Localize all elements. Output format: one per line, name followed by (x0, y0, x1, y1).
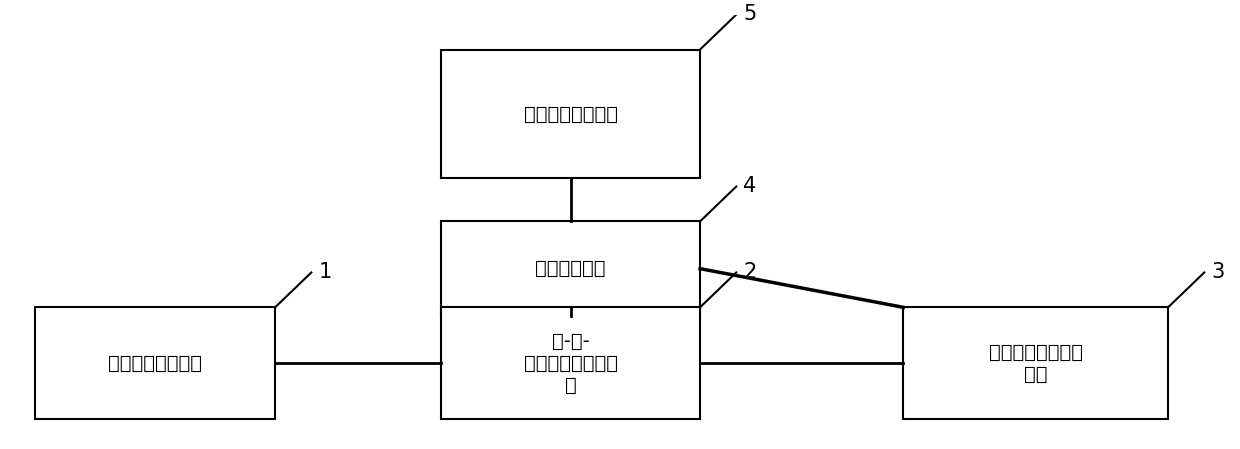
Text: 1: 1 (319, 262, 331, 282)
Text: 多物理场解耦计算
模块: 多物理场解耦计算 模块 (988, 343, 1083, 384)
Bar (441, 49, 701, 178)
Text: 电-热-
机性能耦合计算模
块: 电-热- 机性能耦合计算模 块 (523, 332, 618, 395)
Text: 5: 5 (743, 4, 756, 24)
Text: 4: 4 (743, 176, 756, 196)
Text: 2: 2 (743, 262, 756, 282)
Text: 仿真模拟模块: 仿真模拟模块 (536, 259, 606, 278)
Bar (903, 307, 1168, 419)
Text: 性能参数采集模块: 性能参数采集模块 (108, 354, 202, 373)
Bar (35, 307, 275, 419)
Text: 3: 3 (1211, 262, 1224, 282)
Bar (441, 221, 701, 316)
Text: 结构参数确定模块: 结构参数确定模块 (523, 105, 618, 123)
Bar (441, 307, 701, 419)
